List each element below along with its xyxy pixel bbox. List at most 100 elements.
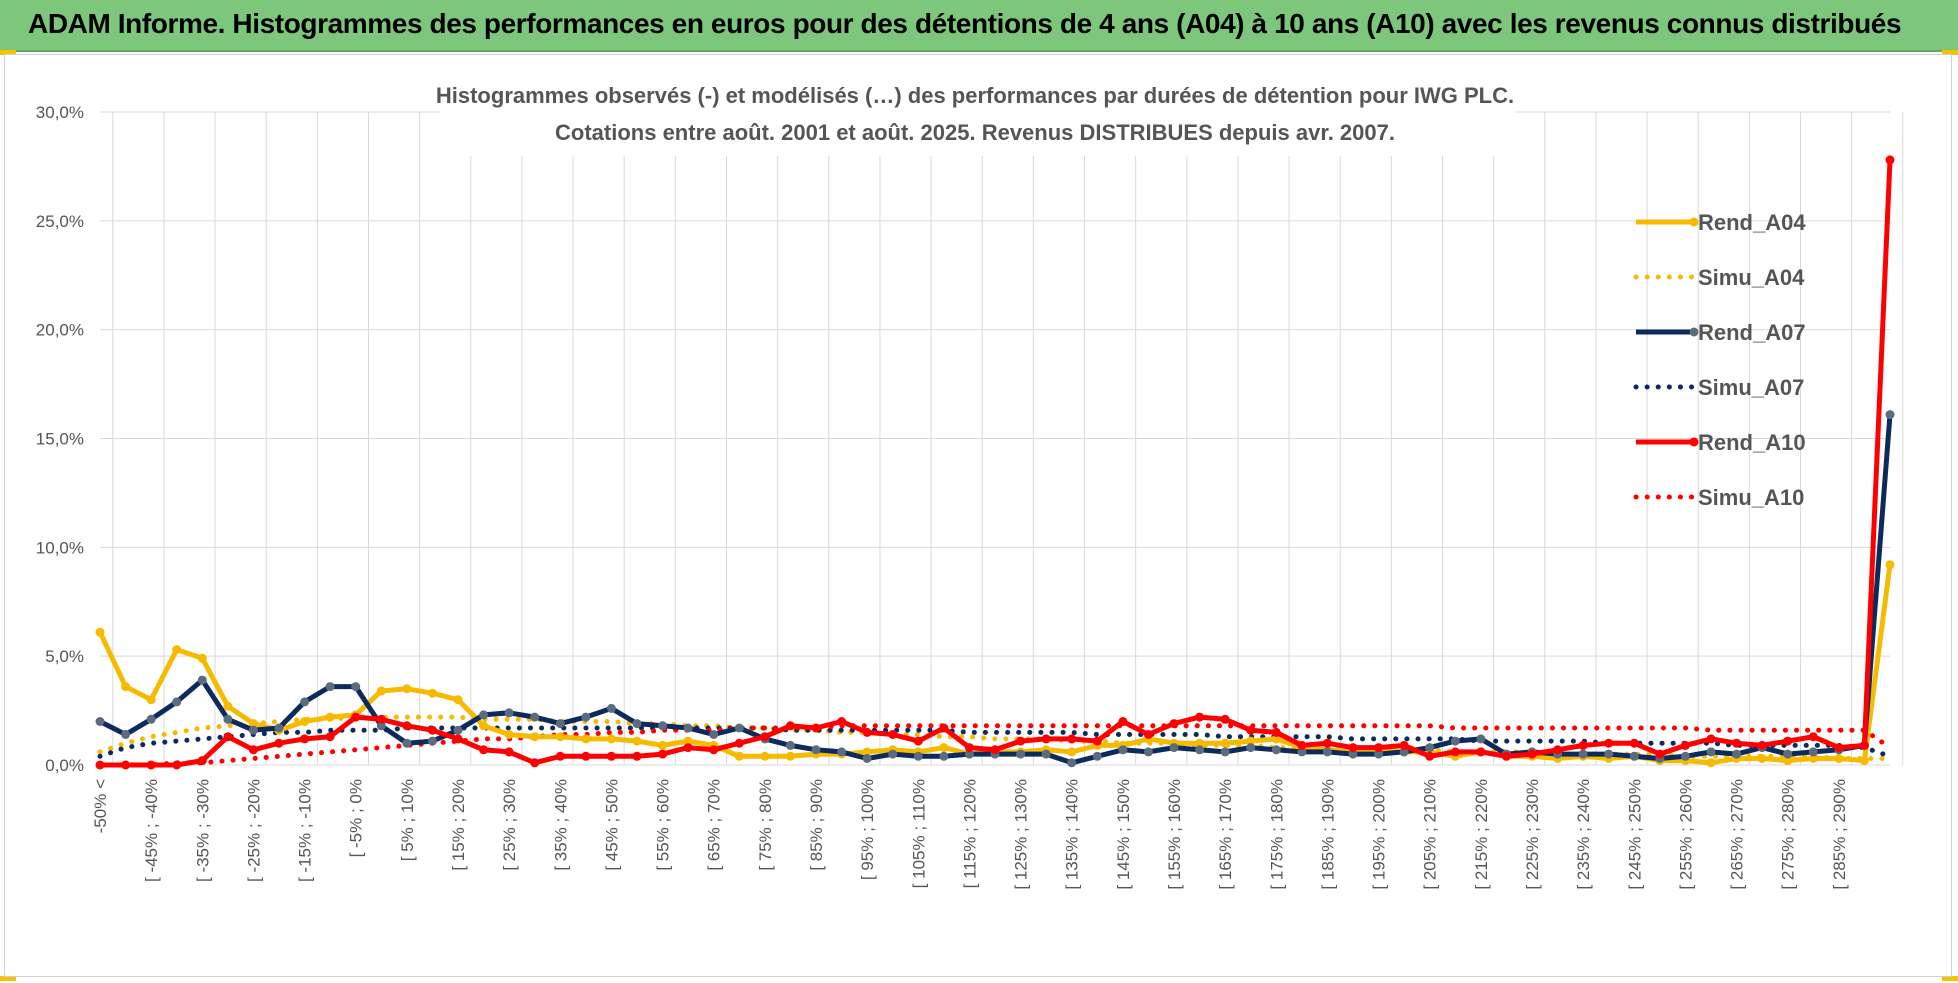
data-point-Rend_A10 — [1501, 751, 1511, 761]
data-point-Rend_A07 — [1783, 749, 1793, 759]
data-point-Rend_A10 — [1808, 732, 1818, 742]
data-point-Rend_A07 — [172, 697, 182, 707]
data-point-Rend_A10 — [1629, 738, 1639, 748]
data-point-Rend_A07 — [530, 712, 540, 722]
data-point-Rend_A10 — [632, 751, 642, 761]
data-point-Rend_A10 — [837, 717, 847, 726]
data-point-Rend_A07 — [1143, 747, 1153, 757]
data-point-Rend_A07 — [248, 725, 258, 735]
data-point-Rend_A07 — [504, 708, 514, 718]
data-point-Rend_A04 — [658, 740, 668, 750]
series-Rend_A10 — [95, 155, 1895, 770]
x-tick-label: [ -15% ; -10% — [296, 779, 315, 882]
data-point-Rend_A07 — [1220, 747, 1230, 757]
data-point-Rend_A04 — [402, 684, 412, 694]
x-tick-label: -50% < — [91, 779, 110, 833]
data-point-Rend_A10 — [734, 738, 744, 748]
data-point-Rend_A04 — [530, 732, 540, 742]
data-point-Rend_A04 — [606, 734, 616, 744]
series-line-Simu_A10 — [97, 723, 1893, 768]
data-point-Rend_A07 — [1399, 747, 1409, 757]
data-point-Rend_A10 — [453, 734, 463, 744]
x-tick-label: [ 105% ; 110% — [909, 779, 928, 888]
data-point-Rend_A07 — [862, 754, 872, 763]
data-point-Rend_A07 — [888, 749, 898, 759]
corner-accent-top-right — [1942, 50, 1958, 55]
x-axis-ticks: -50% < [ -45% ; -40% [ -35% ; -30% [ -25% ;… — [91, 779, 1849, 890]
data-point-Rend_A07 — [555, 719, 565, 729]
data-point-Rend_A07 — [1246, 743, 1256, 753]
data-point-Rend_A10 — [1834, 743, 1844, 753]
legend-label: Simu_A04 — [1698, 265, 1805, 290]
x-tick-label: [ 75% ; 80% — [756, 779, 775, 871]
x-tick-label: [ 65% ; 70% — [705, 779, 724, 871]
x-tick-label: [ 255% ; 260% — [1676, 779, 1695, 890]
data-point-Rend_A10 — [785, 721, 795, 731]
data-point-Rend_A10 — [1143, 730, 1153, 739]
data-point-Rend_A07 — [197, 675, 207, 685]
data-point-Rend_A10 — [402, 721, 412, 731]
series-layer — [95, 155, 1895, 770]
data-point-Rend_A04 — [1271, 734, 1281, 744]
data-point-Rend_A10 — [479, 745, 489, 755]
data-point-Rend_A07 — [1578, 749, 1588, 759]
data-point-Rend_A07 — [121, 730, 131, 739]
x-tick-label: [ 165% ; 170% — [1216, 779, 1235, 890]
data-point-Rend_A10 — [274, 738, 284, 748]
data-point-Rend_A10 — [888, 730, 898, 739]
data-point-Rend_A07 — [325, 682, 335, 692]
data-point-Rend_A07 — [1476, 734, 1486, 744]
data-point-Rend_A04 — [555, 732, 565, 742]
x-tick-label: [ -25% ; -20% — [244, 779, 263, 882]
data-point-Rend_A10 — [1067, 734, 1077, 744]
data-point-Rend_A04 — [1783, 756, 1793, 766]
data-point-Rend_A10 — [1169, 719, 1179, 729]
data-point-Rend_A10 — [555, 751, 565, 761]
x-tick-label: [ 135% ; 140% — [1063, 779, 1082, 890]
data-point-Rend_A07 — [964, 749, 974, 759]
x-tick-label: [ 5% ; 10% — [398, 779, 417, 861]
x-tick-label: [ -45% ; -40% — [142, 779, 161, 882]
data-point-Rend_A04 — [248, 719, 258, 729]
data-point-Rend_A10 — [1604, 738, 1614, 748]
data-point-Rend_A04 — [197, 653, 207, 663]
data-point-Rend_A10 — [811, 723, 821, 733]
data-point-Rend_A10 — [1706, 734, 1716, 744]
data-point-Rend_A07 — [734, 723, 744, 733]
chart-title-line-1: Histogrammes observés (-) et modélisés (… — [436, 83, 1514, 108]
data-point-Rend_A10 — [1348, 743, 1358, 753]
data-point-Rend_A07 — [1041, 749, 1051, 759]
data-point-Rend_A10 — [1322, 738, 1332, 748]
legend-item-Rend_A07: Rend_A07 — [1636, 320, 1806, 345]
data-point-Rend_A07 — [402, 738, 412, 748]
data-point-Rend_A10 — [939, 723, 949, 733]
data-point-Rend_A04 — [939, 743, 949, 753]
data-point-Rend_A07 — [837, 747, 847, 757]
x-tick-label: [ 235% ; 240% — [1574, 779, 1593, 890]
data-point-Rend_A07 — [376, 721, 386, 731]
data-point-Rend_A07 — [1297, 747, 1307, 757]
x-tick-label: [ 185% ; 190% — [1318, 779, 1337, 890]
data-point-Rend_A10 — [1578, 740, 1588, 750]
data-point-Rend_A10 — [1399, 740, 1409, 750]
data-point-Rend_A04 — [427, 688, 437, 698]
x-tick-label: [ 215% ; 220% — [1472, 779, 1491, 890]
x-tick-label: [ 85% ; 90% — [807, 779, 826, 871]
data-point-Rend_A07 — [658, 721, 668, 731]
data-point-Rend_A10 — [1118, 717, 1128, 726]
data-point-Rend_A07 — [427, 736, 437, 746]
data-point-Rend_A04 — [325, 712, 335, 722]
x-tick-label: [ 245% ; 250% — [1625, 779, 1644, 890]
data-point-Rend_A07 — [683, 723, 693, 733]
data-point-Rend_A04 — [1885, 560, 1895, 570]
x-tick-label: [ 285% ; 290% — [1830, 779, 1849, 890]
x-tick-label: [ 95% ; 100% — [858, 779, 877, 880]
data-point-Rend_A10 — [1271, 727, 1281, 737]
data-point-Rend_A10 — [1016, 736, 1026, 746]
x-tick-label: [ 155% ; 160% — [1165, 779, 1184, 890]
x-tick-label: [ 55% ; 60% — [654, 779, 673, 871]
data-point-Rend_A10 — [1655, 749, 1665, 759]
x-tick-label: [ 25% ; 30% — [500, 779, 519, 871]
data-point-Rend_A10 — [504, 747, 514, 757]
data-point-Rend_A04 — [632, 736, 642, 746]
